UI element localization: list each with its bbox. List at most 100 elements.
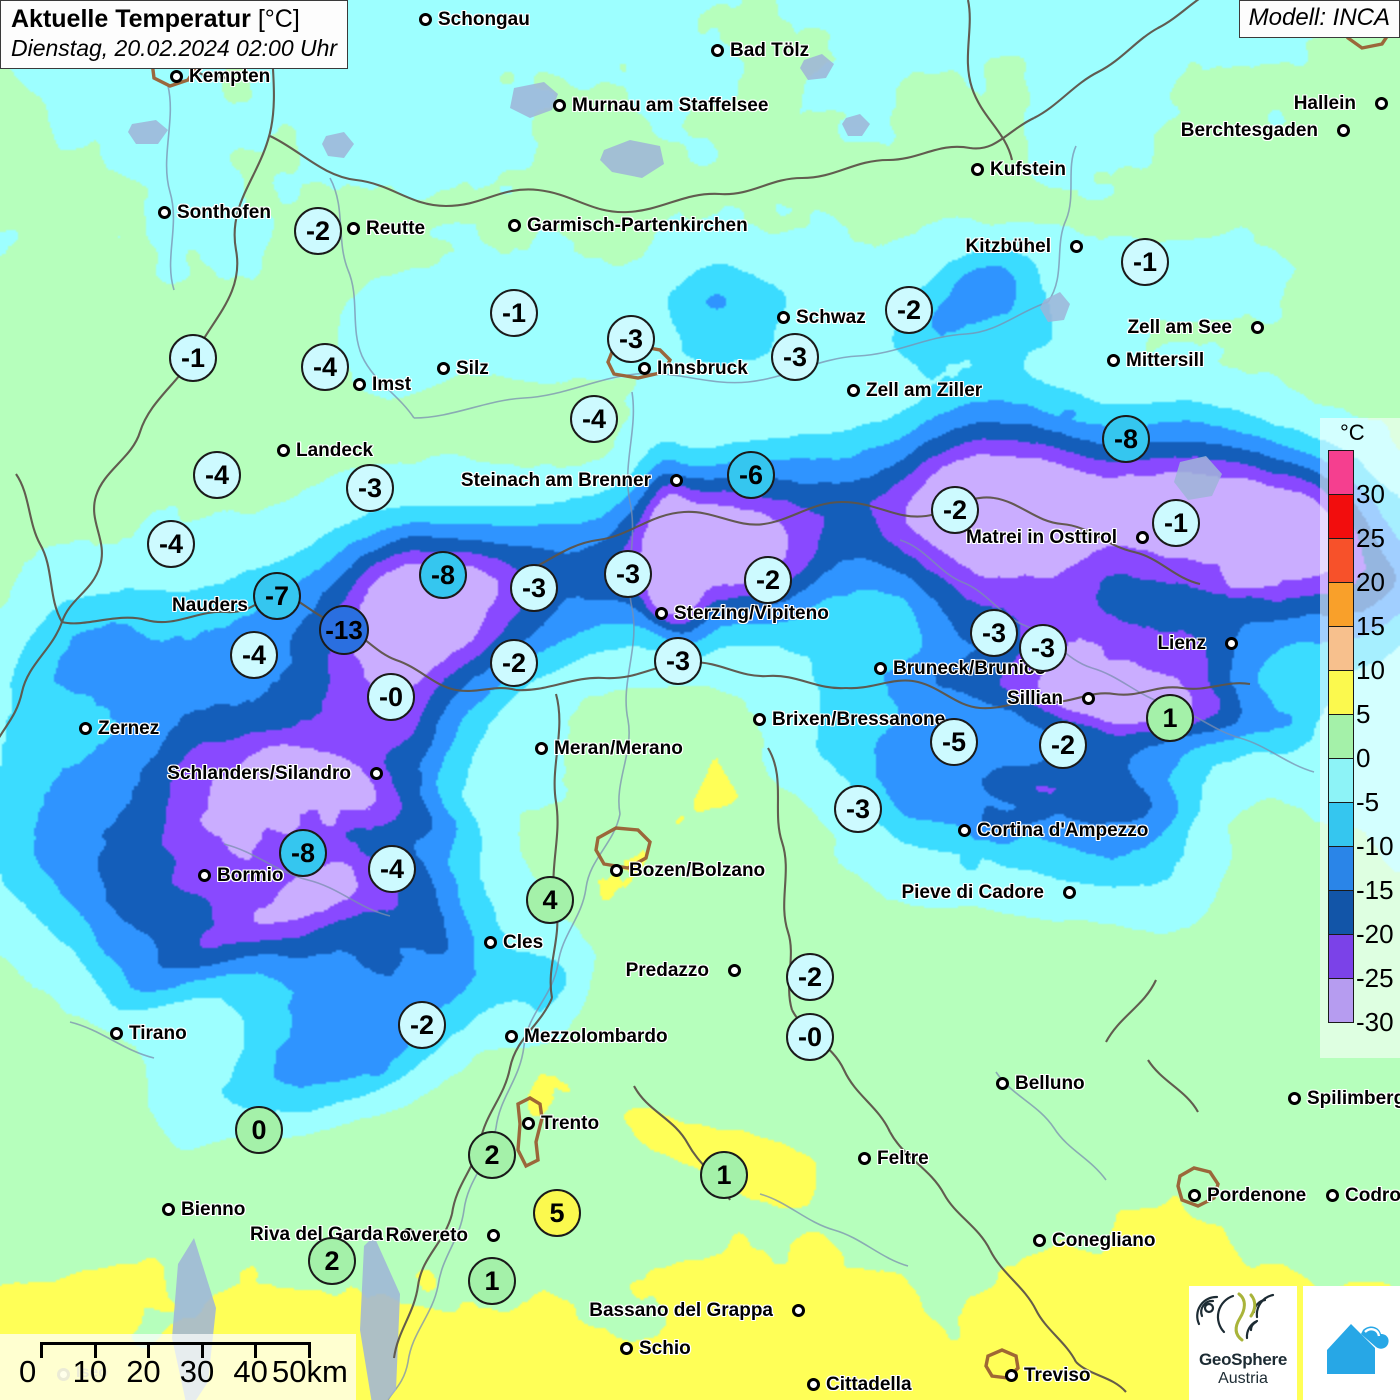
city-label: Cortina d'Ampezzo: [977, 820, 1149, 841]
station-temperature-bubble[interactable]: -1: [490, 289, 538, 337]
scale-tick-label: 0: [19, 1354, 37, 1389]
scale-tick-label: 10: [72, 1354, 108, 1389]
legend-tick-label: 25: [1356, 523, 1385, 553]
station-temperature-bubble[interactable]: -2: [885, 286, 933, 334]
station-temperature-bubble[interactable]: 1: [468, 1257, 516, 1305]
station-temperature-bubble[interactable]: -4: [570, 395, 618, 443]
city-dot-icon: [847, 384, 860, 397]
city-label: Schlanders/Silandro: [167, 763, 351, 784]
station-temperature-bubble[interactable]: 1: [700, 1151, 748, 1199]
city-label: Tirano: [129, 1023, 187, 1044]
scale-bar: 0 10 20 30 40 50km: [0, 1334, 356, 1400]
urban-outline: [1176, 1166, 1220, 1208]
station-temperature-bubble[interactable]: -3: [604, 550, 652, 598]
station-temperature-bubble[interactable]: -4: [230, 631, 278, 679]
city-dot-icon: [110, 1027, 123, 1040]
station-temperature-bubble[interactable]: -4: [147, 520, 195, 568]
station-temperature-bubble[interactable]: 5: [533, 1189, 581, 1237]
border-line: [966, 0, 1014, 161]
station-temperature-bubble[interactable]: -3: [510, 564, 558, 612]
city-dot-icon: [655, 607, 668, 620]
station-temperature-bubble[interactable]: -1: [169, 334, 217, 382]
station-temperature-bubble[interactable]: -3: [1019, 624, 1067, 672]
station-temperature-bubble[interactable]: -8: [1102, 415, 1150, 463]
city-dot-icon: [1107, 354, 1120, 367]
border-line: [15, 473, 63, 623]
station-temperature-bubble[interactable]: 4: [526, 876, 574, 924]
legend-swatch: [1328, 934, 1354, 979]
city-label: Belluno: [1015, 1073, 1085, 1094]
station-temperature-bubble[interactable]: -7: [253, 572, 301, 620]
city-dot-icon: [79, 722, 92, 735]
scale-tick-label: 40: [233, 1354, 268, 1389]
secondary-logo: [1303, 1286, 1400, 1400]
legend-swatch: [1328, 890, 1354, 935]
city-label: Murnau am Staffelsee: [572, 95, 769, 116]
station-temperature-bubble[interactable]: -0: [367, 673, 415, 721]
model-label: Modell: INCA: [1248, 4, 1390, 31]
river-line: [1091, 667, 1315, 773]
station-temperature-bubble[interactable]: -2: [744, 556, 792, 604]
city-dot-icon: [1188, 1189, 1201, 1202]
geosphere-logo: GeoSphere Austria: [1189, 1286, 1297, 1400]
station-temperature-bubble[interactable]: -2: [931, 486, 979, 534]
city-dot-icon: [1136, 531, 1149, 544]
station-temperature-bubble[interactable]: -8: [279, 829, 327, 877]
station-temperature-bubble[interactable]: 2: [468, 1131, 516, 1179]
station-temperature-bubble[interactable]: 1: [1146, 694, 1194, 742]
station-temperature-bubble[interactable]: -2: [294, 207, 342, 255]
station-temperature-bubble[interactable]: -1: [1152, 499, 1200, 547]
station-temperature-bubble[interactable]: -5: [930, 718, 978, 766]
scale-tick: [308, 1342, 311, 1358]
station-temperature-bubble[interactable]: -3: [654, 637, 702, 685]
station-temperature-bubble[interactable]: -0: [786, 1013, 834, 1061]
city-dot-icon: [347, 222, 360, 235]
border-line: [549, 693, 561, 999]
station-temperature-bubble[interactable]: -6: [727, 451, 775, 499]
station-temperature-bubble[interactable]: -3: [970, 609, 1018, 657]
station-temperature-bubble[interactable]: -2: [490, 639, 538, 687]
river-line: [759, 1193, 909, 1267]
city-dot-icon: [535, 742, 548, 755]
city-dot-icon: [638, 362, 651, 375]
city-label: Kempten: [189, 66, 271, 87]
city-dot-icon: [1288, 1092, 1301, 1105]
city-dot-icon: [1070, 240, 1083, 253]
city-label: Garmisch-Partenkirchen: [527, 215, 748, 236]
city-dot-icon: [1326, 1189, 1339, 1202]
legend-swatch: [1328, 582, 1354, 627]
city-dot-icon: [487, 1229, 500, 1242]
city-label: Kitzbühel: [965, 236, 1052, 257]
station-temperature-bubble[interactable]: -3: [771, 333, 819, 381]
city-label: Predazzo: [625, 960, 709, 981]
lake-shape: [360, 1236, 400, 1400]
city-dot-icon: [522, 1117, 535, 1130]
legend-swatch: [1328, 450, 1354, 495]
city-dot-icon: [711, 44, 724, 57]
city-label: Kufstein: [990, 159, 1066, 180]
station-temperature-bubble[interactable]: -3: [607, 315, 655, 363]
station-temperature-bubble[interactable]: -8: [419, 551, 467, 599]
station-temperature-bubble[interactable]: -3: [346, 464, 394, 512]
station-temperature-bubble[interactable]: -4: [368, 845, 416, 893]
lake-shape: [600, 140, 664, 178]
lake-shape: [322, 132, 354, 158]
station-temperature-bubble[interactable]: -4: [193, 451, 241, 499]
city-label: Hallein: [1293, 93, 1356, 114]
city-label: Zell am See: [1127, 317, 1232, 338]
station-temperature-bubble[interactable]: -4: [301, 343, 349, 391]
station-temperature-bubble[interactable]: 0: [235, 1106, 283, 1154]
city-dot-icon: [402, 1228, 415, 1241]
station-temperature-bubble[interactable]: -3: [834, 785, 882, 833]
geosphere-mark-icon: [1196, 1292, 1275, 1342]
city-label: Pordenone: [1207, 1185, 1307, 1206]
station-temperature-bubble[interactable]: -2: [1039, 721, 1087, 769]
city-label: Bruneck/Brunico: [893, 658, 1047, 679]
station-temperature-bubble[interactable]: -1: [1121, 238, 1169, 286]
station-temperature-bubble[interactable]: -2: [398, 1001, 446, 1049]
station-temperature-bubble[interactable]: -13: [319, 605, 369, 655]
station-temperature-bubble[interactable]: -2: [786, 953, 834, 1001]
city-dot-icon: [158, 206, 171, 219]
station-temperature-bubble[interactable]: 2: [308, 1237, 356, 1285]
city-dot-icon: [198, 869, 211, 882]
